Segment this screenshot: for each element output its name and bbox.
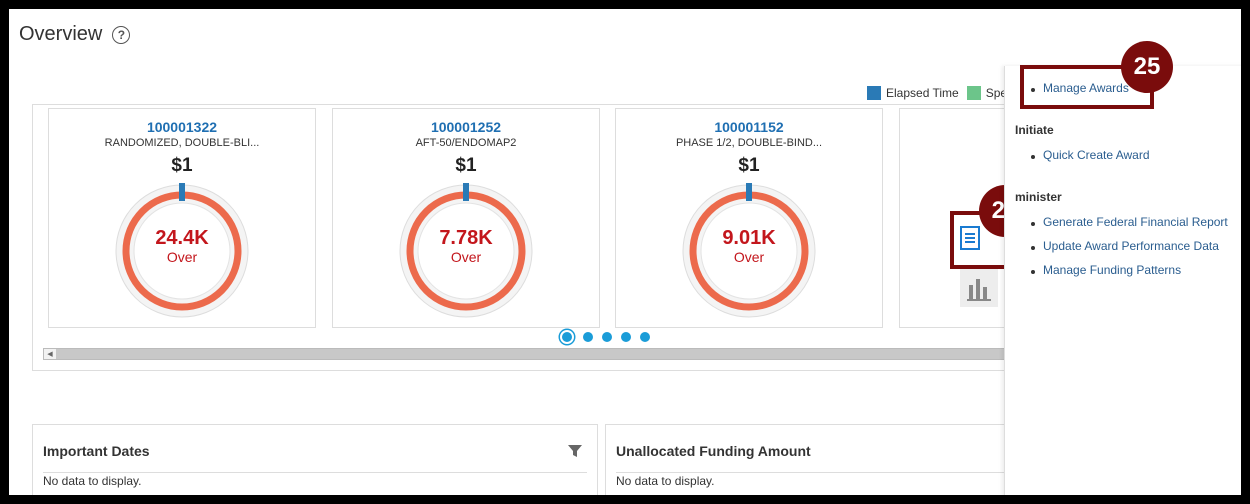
awards-carousel: 100001322 RANDOMIZED, DOUBLE-BLI... $1 2… <box>32 104 1033 371</box>
award-card[interactable]: 100001252 AFT-50/ENDOMAP2 $1 7.78K Over <box>332 108 600 328</box>
award-number[interactable]: 100001322 <box>146 119 218 135</box>
pager-dot[interactable] <box>601 332 612 342</box>
award-amount: $1 <box>738 155 760 176</box>
panel-title: Unallocated Funding Amount <box>616 443 811 459</box>
award-over-label: Over <box>733 249 765 265</box>
overview-page: Overview ? Elapsed Time Spe 100001322 RA… <box>9 9 1241 495</box>
award-number[interactable]: 100001252 <box>430 119 502 135</box>
award-over-label: Over <box>166 249 198 265</box>
tasks-list-icon[interactable] <box>958 224 982 257</box>
legend-swatch-elapsed <box>867 86 881 100</box>
award-over-value: 7.78K <box>439 227 493 249</box>
manage-awards-link[interactable]: Manage Awards <box>1043 81 1129 95</box>
callout-badge-25: 25 <box>1121 41 1173 93</box>
update-award-performance-data-link[interactable]: Update Award Performance Data <box>1043 239 1219 253</box>
quick-create-award-link[interactable]: Quick Create Award <box>1043 148 1150 162</box>
award-number[interactable]: 100001152 <box>714 119 784 135</box>
help-icon[interactable]: ? <box>112 25 131 44</box>
award-card[interactable]: 100001152 PHASE 1/2, DOUBLE-BIND... $1 9… <box>615 108 883 328</box>
important-dates-panel: Important Dates No data to display. <box>32 424 598 495</box>
award-amount: $1 <box>455 155 477 176</box>
award-gauge <box>682 183 816 318</box>
tasks-panel: Manage Awards Initiate Quick Create Awar… <box>1004 66 1241 495</box>
page-title-text: Overview <box>19 23 103 45</box>
filter-icon[interactable] <box>567 443 583 464</box>
carousel-pager <box>555 330 654 344</box>
bar-chart-icon[interactable] <box>960 269 998 307</box>
pager-dot[interactable] <box>639 332 650 342</box>
pager-dot[interactable] <box>559 330 574 344</box>
award-gauge <box>115 183 249 318</box>
administer-heading: minister <box>1015 190 1062 204</box>
legend-label-spent: Spe <box>985 86 1008 100</box>
legend-item-elapsed: Elapsed Time <box>867 86 959 100</box>
award-over-value: 9.01K <box>722 227 776 249</box>
generate-federal-financial-report-link[interactable]: Generate Federal Financial Report <box>1043 215 1228 229</box>
award-description: RANDOMIZED, DOUBLE-BLI... <box>104 137 260 149</box>
award-over-value: 24.4K <box>155 227 209 249</box>
chart-legend: Elapsed Time Spe <box>867 86 1015 100</box>
panel-title: Important Dates <box>43 443 150 459</box>
carousel-scrollbar[interactable]: ◀ <box>43 348 1033 360</box>
award-description: PHASE 1/2, DOUBLE-BIND... <box>675 137 823 149</box>
legend-label-elapsed: Elapsed Time <box>886 86 959 100</box>
award-card[interactable]: 100001322 RANDOMIZED, DOUBLE-BLI... $1 2… <box>48 108 316 328</box>
award-over-label: Over <box>450 249 482 265</box>
initiate-heading: Initiate <box>1015 123 1054 137</box>
empty-message: No data to display. <box>616 474 715 488</box>
scroll-left-icon[interactable]: ◀ <box>44 349 56 359</box>
pager-dot[interactable] <box>620 332 631 342</box>
award-description: AFT-50/ENDOMAP2 <box>415 137 517 149</box>
unallocated-funding-panel: Unallocated Funding Amount No data to di… <box>605 424 1015 495</box>
empty-message: No data to display. <box>43 474 142 488</box>
award-gauge <box>399 183 533 318</box>
pager-dot[interactable] <box>582 332 593 342</box>
award-amount: $1 <box>171 155 193 176</box>
manage-funding-patterns-link[interactable]: Manage Funding Patterns <box>1043 263 1182 277</box>
page-title: Overview ? <box>19 23 131 46</box>
legend-item-spent: Spe <box>966 86 1008 100</box>
legend-swatch-spent <box>966 86 981 100</box>
